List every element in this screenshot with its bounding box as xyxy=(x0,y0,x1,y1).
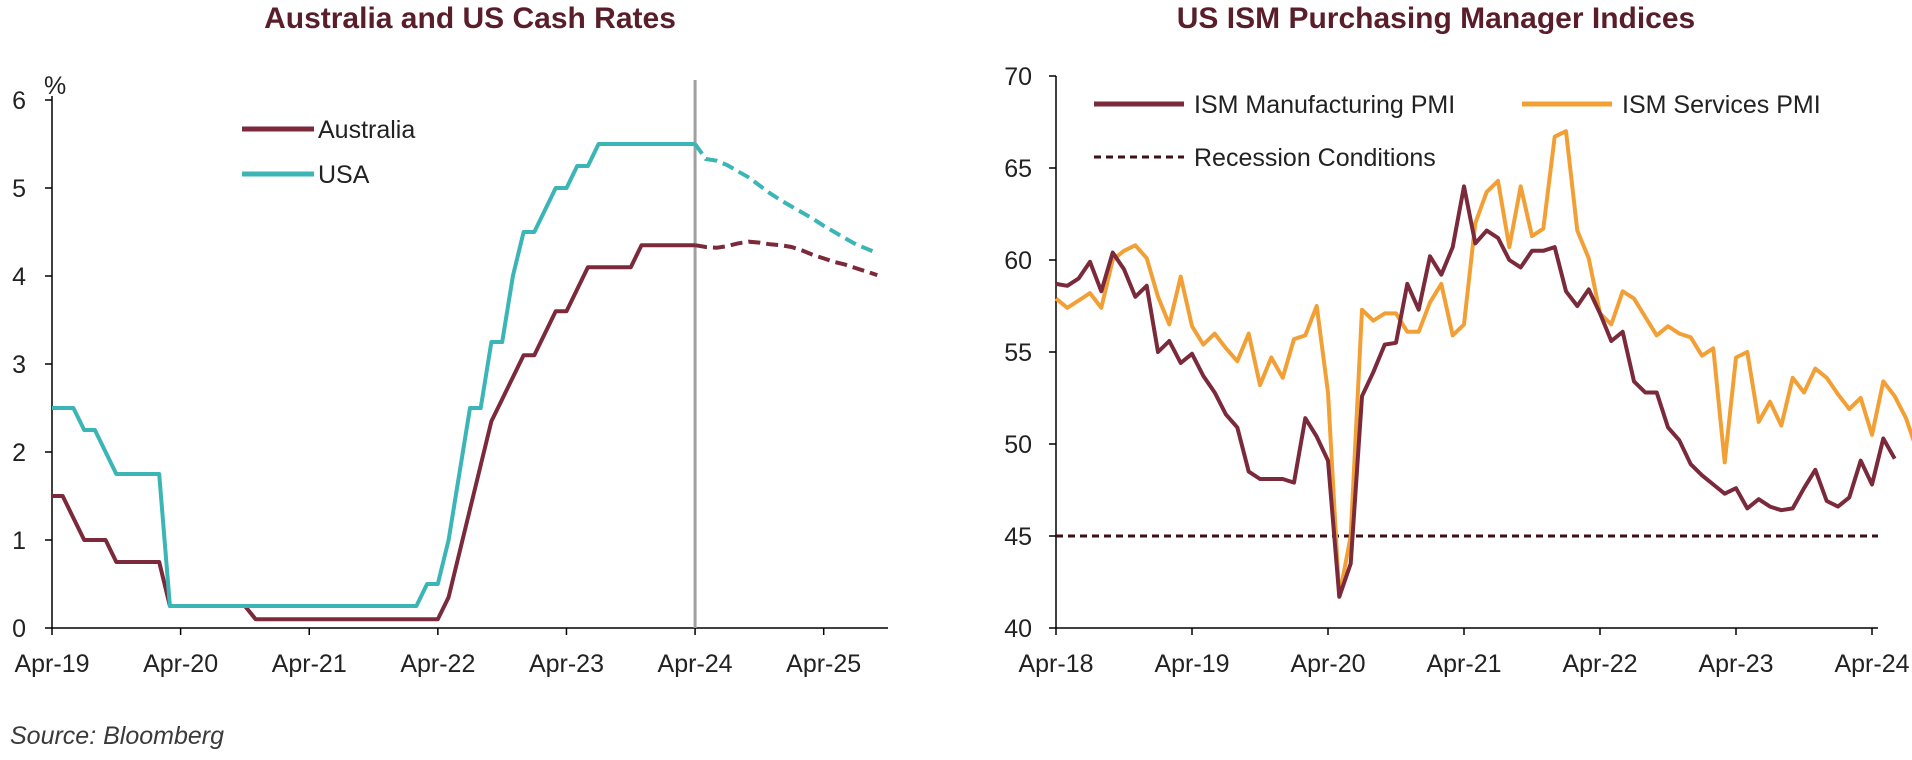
y-tick-label: 55 xyxy=(1004,339,1032,367)
y-tick-label: 60 xyxy=(1004,247,1032,275)
manufacturing-pmi-line xyxy=(1055,184,1897,599)
y-tick-label: 45 xyxy=(1004,523,1032,551)
ism-pmi-chart: 40 45 50 55 60 65 70 Apr-18 Apr-19 Apr-20 Apr-21 Ap… xyxy=(1004,63,1912,678)
x-tick-label: Apr-21 xyxy=(1426,650,1501,678)
y-tick-label: 4 xyxy=(12,263,26,291)
x-tick-label: Apr-18 xyxy=(1018,650,1093,678)
x-tick-label: Apr-24 xyxy=(1834,650,1909,678)
australia-series-line xyxy=(52,243,696,622)
chart-title: Australia and US Cash Rates xyxy=(264,2,676,35)
x-tick-label: Apr-22 xyxy=(1562,650,1637,678)
x-tick-label: Apr-20 xyxy=(1290,650,1365,678)
x-tick-label: Apr-23 xyxy=(529,650,604,678)
x-tick-label: Apr-24 xyxy=(658,650,733,678)
cash-rates-chart-panel: Australia and US Cash Rates 0 1 2 3 4 5 6% Apr-… xyxy=(0,0,940,700)
y-tick-label: 70 xyxy=(1004,63,1032,91)
y-tick-label: 40 xyxy=(1004,615,1032,643)
x-tick-label: Apr-22 xyxy=(400,650,475,678)
y-tick-label: 0 xyxy=(12,615,26,643)
y-axis-label: % xyxy=(44,72,66,100)
x-tick-label: Apr-20 xyxy=(143,650,218,678)
x-tick-label: Apr-21 xyxy=(272,650,347,678)
legend-label: Australia xyxy=(318,116,415,144)
services-pmi-line xyxy=(1054,129,1912,599)
legend-label: ISM Manufacturing PMI xyxy=(1194,91,1455,119)
y-tick-label: 50 xyxy=(1004,431,1032,459)
usa-series-line xyxy=(52,142,696,608)
x-tick-label: Apr-19 xyxy=(14,650,89,678)
x-tick-label: Apr-25 xyxy=(786,650,861,678)
y-tick-label: 2 xyxy=(12,439,26,467)
ism-pmi-chart-panel: US ISM Purchasing Manager Indices 40 45 50… xyxy=(960,0,1912,700)
y-tick-label: 5 xyxy=(12,175,26,203)
legend-label: Recession Conditions xyxy=(1194,144,1436,172)
y-tick-label: 3 xyxy=(12,351,26,379)
x-tick-label: Apr-23 xyxy=(1698,650,1773,678)
legend-label: USA xyxy=(318,161,370,189)
chart-title: US ISM Purchasing Manager Indices xyxy=(1176,2,1696,35)
x-tick-label: Apr-19 xyxy=(1154,650,1229,678)
y-tick-label: 1 xyxy=(12,527,26,555)
usa-forecast-line xyxy=(693,142,879,255)
y-tick-label: 65 xyxy=(1004,155,1032,183)
source-note: Source: Bloomberg xyxy=(10,722,225,750)
y-tick-label: 6 xyxy=(12,87,26,115)
cash-rates-chart: 0 1 2 3 4 5 6% Apr-19 Apr-20 Apr-21 Apr-22 Apr-23 Ap… xyxy=(12,72,888,678)
legend-label: ISM Services PMI xyxy=(1622,91,1821,119)
australia-forecast-line xyxy=(694,239,878,278)
